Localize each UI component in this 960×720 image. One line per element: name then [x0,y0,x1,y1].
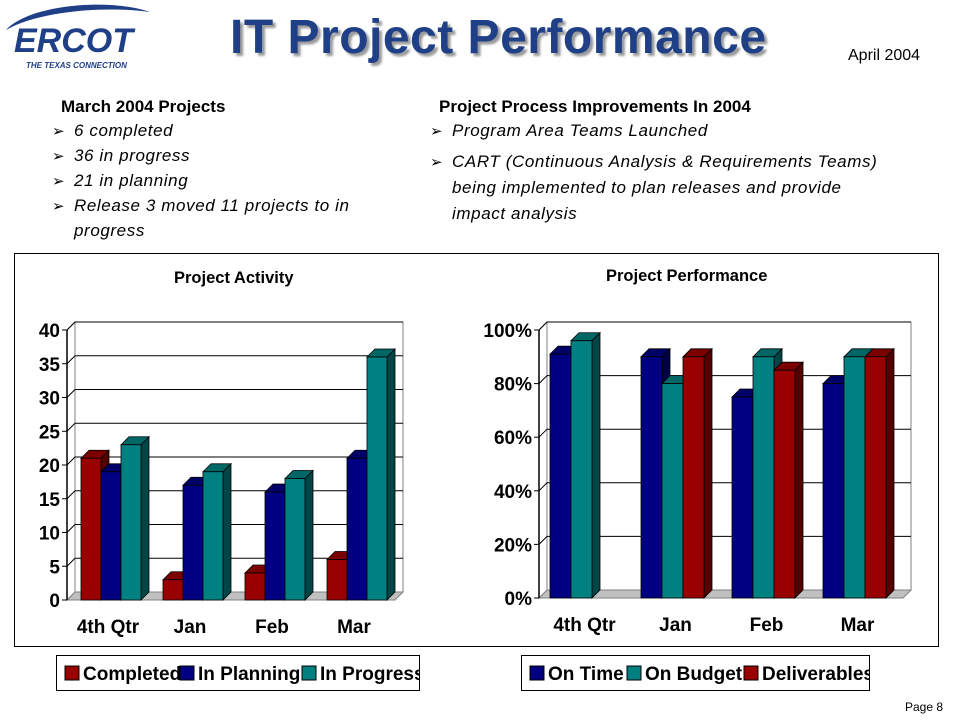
y-tick-label: 60% [494,428,532,449]
legend-label: Completed [83,664,181,685]
chart-title-activity: Project Activity [174,269,294,287]
legend-swatch [301,665,317,681]
left-heading: March 2004 Projects [61,97,226,116]
bar-in-progress-4th-qtr [120,435,150,601]
bar-deliverables-jan [682,347,713,599]
legend-swatch [179,665,195,681]
left-bullet-list: ➢ 6 completed ➢ 36 in progress ➢ 21 in plan… [48,118,388,243]
y-tick-label: 30 [39,389,60,410]
legend-swatch [529,665,545,681]
x-tick-label: Jan [174,617,207,638]
y-tick-label: 15 [39,490,61,511]
y-tick-label: 0 [49,591,60,612]
y-tick-label: 20% [494,535,532,556]
project-activity-chart: 0 5 10 15 20 25 30 35 40 4th Qtr Jan Feb Mar [39,320,405,638]
gridline [66,422,403,432]
arrow-bullet-icon: ➢ [430,154,444,171]
right-heading: Project Process Improvements In 2004 [439,97,751,116]
performance-legend-items: On Time On Budget Deliverables [529,664,874,685]
y-tick-label: 100% [483,321,532,342]
y-tick-label: 0% [505,589,533,610]
page-number: Page 8 [905,700,944,714]
arrow-bullet-icon: ➢ [430,123,444,140]
bar-in-progress-jan [202,462,232,601]
list-item: ➢ 21 in planning [48,168,388,193]
list-item: ➢ Program Area Teams Launched [426,118,886,144]
bar-in-progress-mar [366,348,396,601]
legend-label: In Progress [320,664,419,685]
bar-deliverables-mar [864,347,895,599]
y-tick-label: 10 [39,524,60,545]
y-tick-label: 80% [494,375,532,396]
page-title: IT Project Performance [230,11,767,64]
gridline [66,456,403,466]
y-tick-label: 25 [39,422,61,443]
legend-label: Deliverables [762,664,869,685]
y-tick-label: 5 [49,557,60,578]
legend-swatch [626,665,642,681]
chart-title-performance: Project Performance [606,267,768,285]
arrow-bullet-icon: ➢ [52,123,66,140]
bar-in-progress-feb [284,469,314,601]
right-bullet-list: ➢ Program Area Teams Launched ➢ CART (Cont… [426,118,886,232]
activity-legend: Completed In Planning In Progress [56,655,425,691]
legend-swatch [743,665,759,681]
bar-on-budget-4th-qtr [570,331,601,599]
bar-deliverables-feb [773,361,804,599]
x-tick-label: Feb [255,617,289,638]
legend-swatch [64,665,80,681]
logo-tagline: THE TEXAS CONNECTION [26,61,127,70]
x-tick-label: 4th Qtr [553,615,616,636]
x-tick-label: Mar [337,617,371,638]
list-item: ➢ 36 in progress [48,143,388,168]
gridline [66,321,403,331]
gridline [66,355,403,365]
legend-label: On Time [548,664,624,685]
gridline [66,389,403,398]
y-tick-label: 20 [39,456,60,477]
activity-legend-items: Completed In Planning In Progress [64,664,425,685]
project-performance-chart: 0% 20% 40% 60% 80% 100% 4th Qtr Jan Feb Mar [483,320,913,636]
performance-legend: On Time On Budget Deliverables [521,655,874,691]
arrow-bullet-icon: ➢ [52,198,66,215]
x-tick-label: 4th Qtr [77,617,140,638]
x-tick-label: Feb [750,615,784,636]
arrow-bullet-icon: ➢ [52,173,66,190]
legend-label: On Budget [645,664,743,685]
logo-wordmark: ERCOT [14,22,136,60]
y-tick-label: 40% [494,482,532,503]
y-tick-label: 40 [39,321,60,342]
list-item: ➢ 6 completed [48,118,388,143]
legend-label: In Planning [198,664,300,685]
charts-panel [14,253,939,647]
ercot-logo: ERCOT THE TEXAS CONNECTION [0,0,155,75]
list-item: ➢ CART (Continuous Analysis & Requirement… [430,152,878,223]
list-item: ➢ Release 3 moved 11 projects to in progr… [52,196,350,240]
gridline [538,321,911,331]
arrow-bullet-icon: ➢ [52,148,66,165]
report-date: April 2004 [848,47,921,64]
x-tick-label: Jan [659,615,692,636]
y-tick-label: 35 [39,355,61,376]
x-tick-label: Mar [841,615,875,636]
